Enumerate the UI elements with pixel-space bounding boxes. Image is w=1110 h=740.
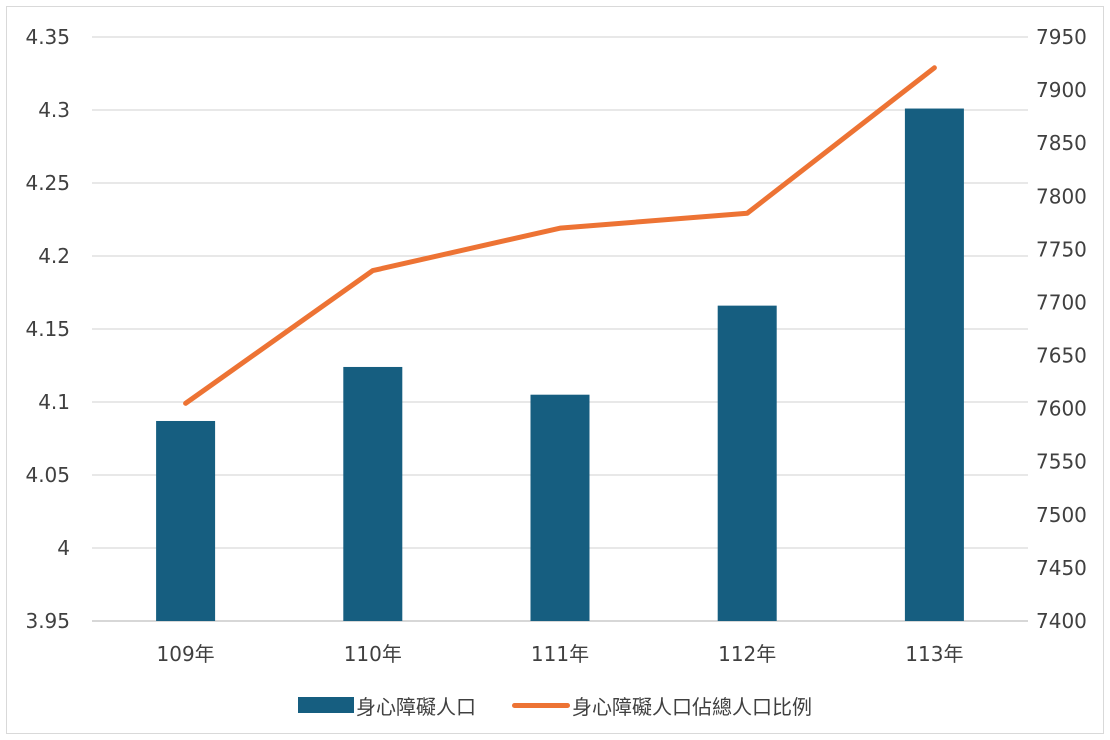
legend-line-swatch (512, 702, 570, 708)
bar (904, 108, 964, 622)
legend: 身心障礙人口 身心障礙人口佔總人口比例 (0, 690, 1110, 720)
left-tick-label: 4 (57, 536, 70, 560)
bar (717, 305, 777, 621)
bar (343, 366, 403, 621)
legend-item-line: 身心障礙人口佔總人口比例 (512, 691, 812, 720)
right-tick-label: 7750 (1036, 237, 1087, 261)
x-tick-label: 111年 (531, 642, 589, 666)
left-tick-label: 4.2 (38, 244, 70, 268)
bar (530, 394, 590, 621)
right-tick-label: 7600 (1036, 397, 1087, 421)
right-tick-label: 7900 (1036, 78, 1087, 102)
right-tick-label: 7550 (1036, 450, 1087, 474)
left-tick-label: 4.15 (25, 317, 70, 341)
left-tick-label: 4.05 (25, 463, 70, 487)
x-tick-label: 109年 (157, 642, 215, 666)
right-tick-label: 7950 (1036, 25, 1087, 49)
right-tick-label: 7800 (1036, 184, 1087, 208)
left-tick-label: 4.3 (38, 98, 70, 122)
legend-bar-swatch (298, 697, 354, 713)
x-tick-label: 112年 (718, 642, 776, 666)
left-tick-label: 4.35 (25, 25, 70, 49)
right-tick-label: 7850 (1036, 131, 1087, 155)
legend-line-label: 身心障礙人口佔總人口比例 (572, 694, 812, 719)
legend-bar-label: 身心障礙人口 (356, 694, 476, 719)
right-tick-label: 7700 (1036, 290, 1087, 314)
bar (156, 420, 216, 621)
right-tick-label: 7650 (1036, 344, 1087, 368)
left-axis-ticks: 3.95 4 4.05 4.1 4.15 4.2 4.25 4.3 4.35 (25, 25, 70, 633)
right-axis-ticks: 7400 7450 7500 7550 7600 7650 7700 7750 7800 7850… (1036, 25, 1087, 633)
gridlines (92, 36, 1028, 622)
left-tick-label: 4.1 (38, 390, 70, 414)
left-tick-label: 3.95 (25, 609, 70, 633)
left-tick-label: 4.25 (25, 171, 70, 195)
line-series (183, 65, 937, 406)
right-tick-label: 7400 (1036, 609, 1087, 633)
legend-item-bar: 身心障礙人口 (298, 691, 476, 720)
x-tick-label: 110年 (344, 642, 402, 666)
bar-series (156, 108, 964, 622)
x-tick-label: 113年 (905, 642, 963, 666)
x-axis-ticks: 109年 110年 111年 112年 113年 (157, 642, 964, 666)
right-tick-label: 7500 (1036, 503, 1087, 527)
right-tick-label: 7450 (1036, 556, 1087, 580)
series-line (183, 65, 937, 406)
